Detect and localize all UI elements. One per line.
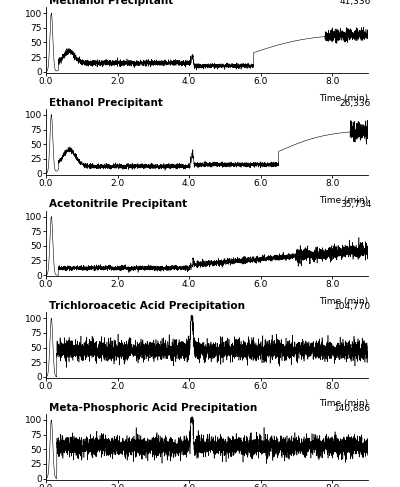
Text: 104,770: 104,770	[334, 302, 371, 311]
Text: Time (min): Time (min)	[319, 196, 368, 205]
Text: 140,886: 140,886	[334, 404, 371, 413]
Text: Time (min): Time (min)	[319, 297, 368, 306]
Text: Methanol Precipitant: Methanol Precipitant	[49, 0, 174, 6]
Text: Acetonitrile Precipitant: Acetonitrile Precipitant	[49, 199, 187, 209]
Text: 26,336: 26,336	[340, 99, 371, 108]
Text: Meta-Phosphoric Acid Precipitation: Meta-Phosphoric Acid Precipitation	[49, 403, 258, 413]
Text: 35,734: 35,734	[340, 200, 371, 209]
Text: Trichloroacetic Acid Precipitation: Trichloroacetic Acid Precipitation	[49, 301, 245, 311]
Text: Time (min): Time (min)	[319, 94, 368, 103]
Text: 41,336: 41,336	[340, 0, 371, 6]
Text: Ethanol Precipitant: Ethanol Precipitant	[49, 98, 163, 108]
Text: Time (min): Time (min)	[319, 399, 368, 408]
